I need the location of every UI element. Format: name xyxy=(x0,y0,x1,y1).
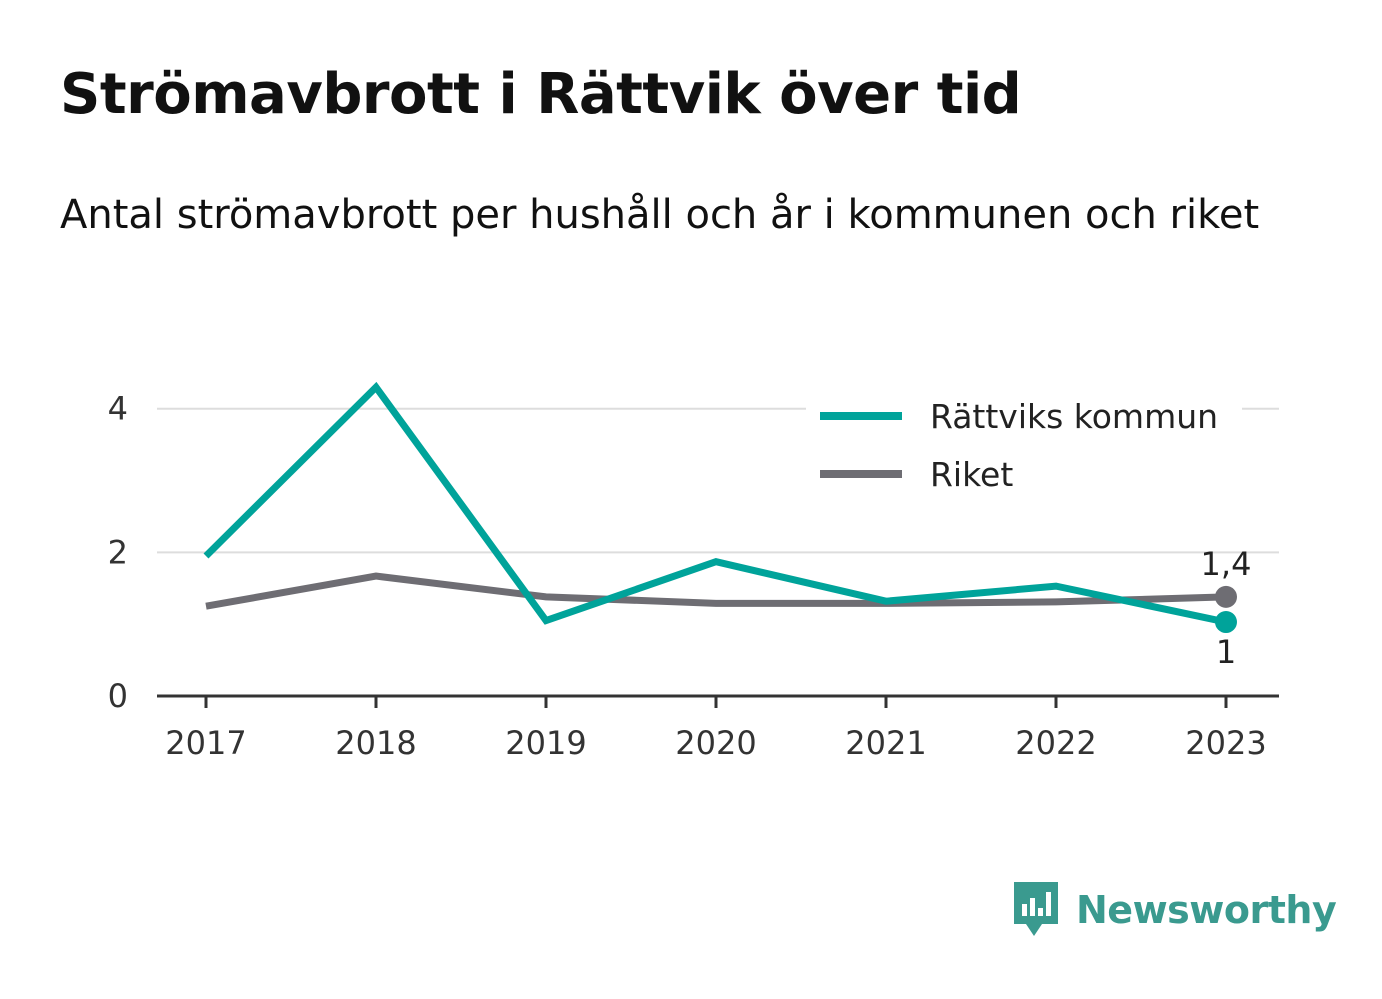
x-tick-label-2022: 2022 xyxy=(1015,724,1096,762)
end-point-kommun xyxy=(1215,611,1237,634)
axes: 0 2 4 2017 2018 2019 2020 2021 2022 2023 xyxy=(108,390,1279,762)
series-line-kommun xyxy=(203,381,1227,626)
legend-label-kommun: Rättviks kommun xyxy=(930,397,1218,436)
brand-name: Newsworthy xyxy=(1076,888,1337,932)
series-line-riket xyxy=(205,572,1227,610)
end-label-kommun: 1 xyxy=(1216,633,1236,671)
chart-title: Strömavbrott i Rättvik över tid xyxy=(60,62,1022,127)
legend: Rättviks kommun Riket xyxy=(806,390,1242,500)
brand-logo: Newsworthy xyxy=(1010,878,1337,942)
end-label-riket: 1,4 xyxy=(1201,545,1252,583)
x-tick-label-2021: 2021 xyxy=(845,724,926,762)
legend-background xyxy=(806,390,1242,500)
x-tick-label-2020: 2020 xyxy=(675,724,756,762)
x-tick-label-2023: 2023 xyxy=(1185,724,1266,762)
x-tick-label-2019: 2019 xyxy=(505,724,586,762)
newsworthy-logo-icon xyxy=(1014,882,1058,936)
legend-label-riket: Riket xyxy=(930,455,1013,494)
y-tick-label-2: 2 xyxy=(108,533,128,571)
chart-subtitle: Antal strömavbrott per hushåll och år i … xyxy=(60,192,1260,238)
series-lines xyxy=(203,381,1237,634)
end-labels: 11,4 xyxy=(1201,545,1252,671)
y-tick-label-4: 4 xyxy=(108,390,128,428)
y-tick-label-0: 0 xyxy=(108,677,128,715)
x-tick-label-2017: 2017 xyxy=(165,724,246,762)
x-tick-label-2018: 2018 xyxy=(335,724,416,762)
end-point-riket xyxy=(1215,585,1237,608)
